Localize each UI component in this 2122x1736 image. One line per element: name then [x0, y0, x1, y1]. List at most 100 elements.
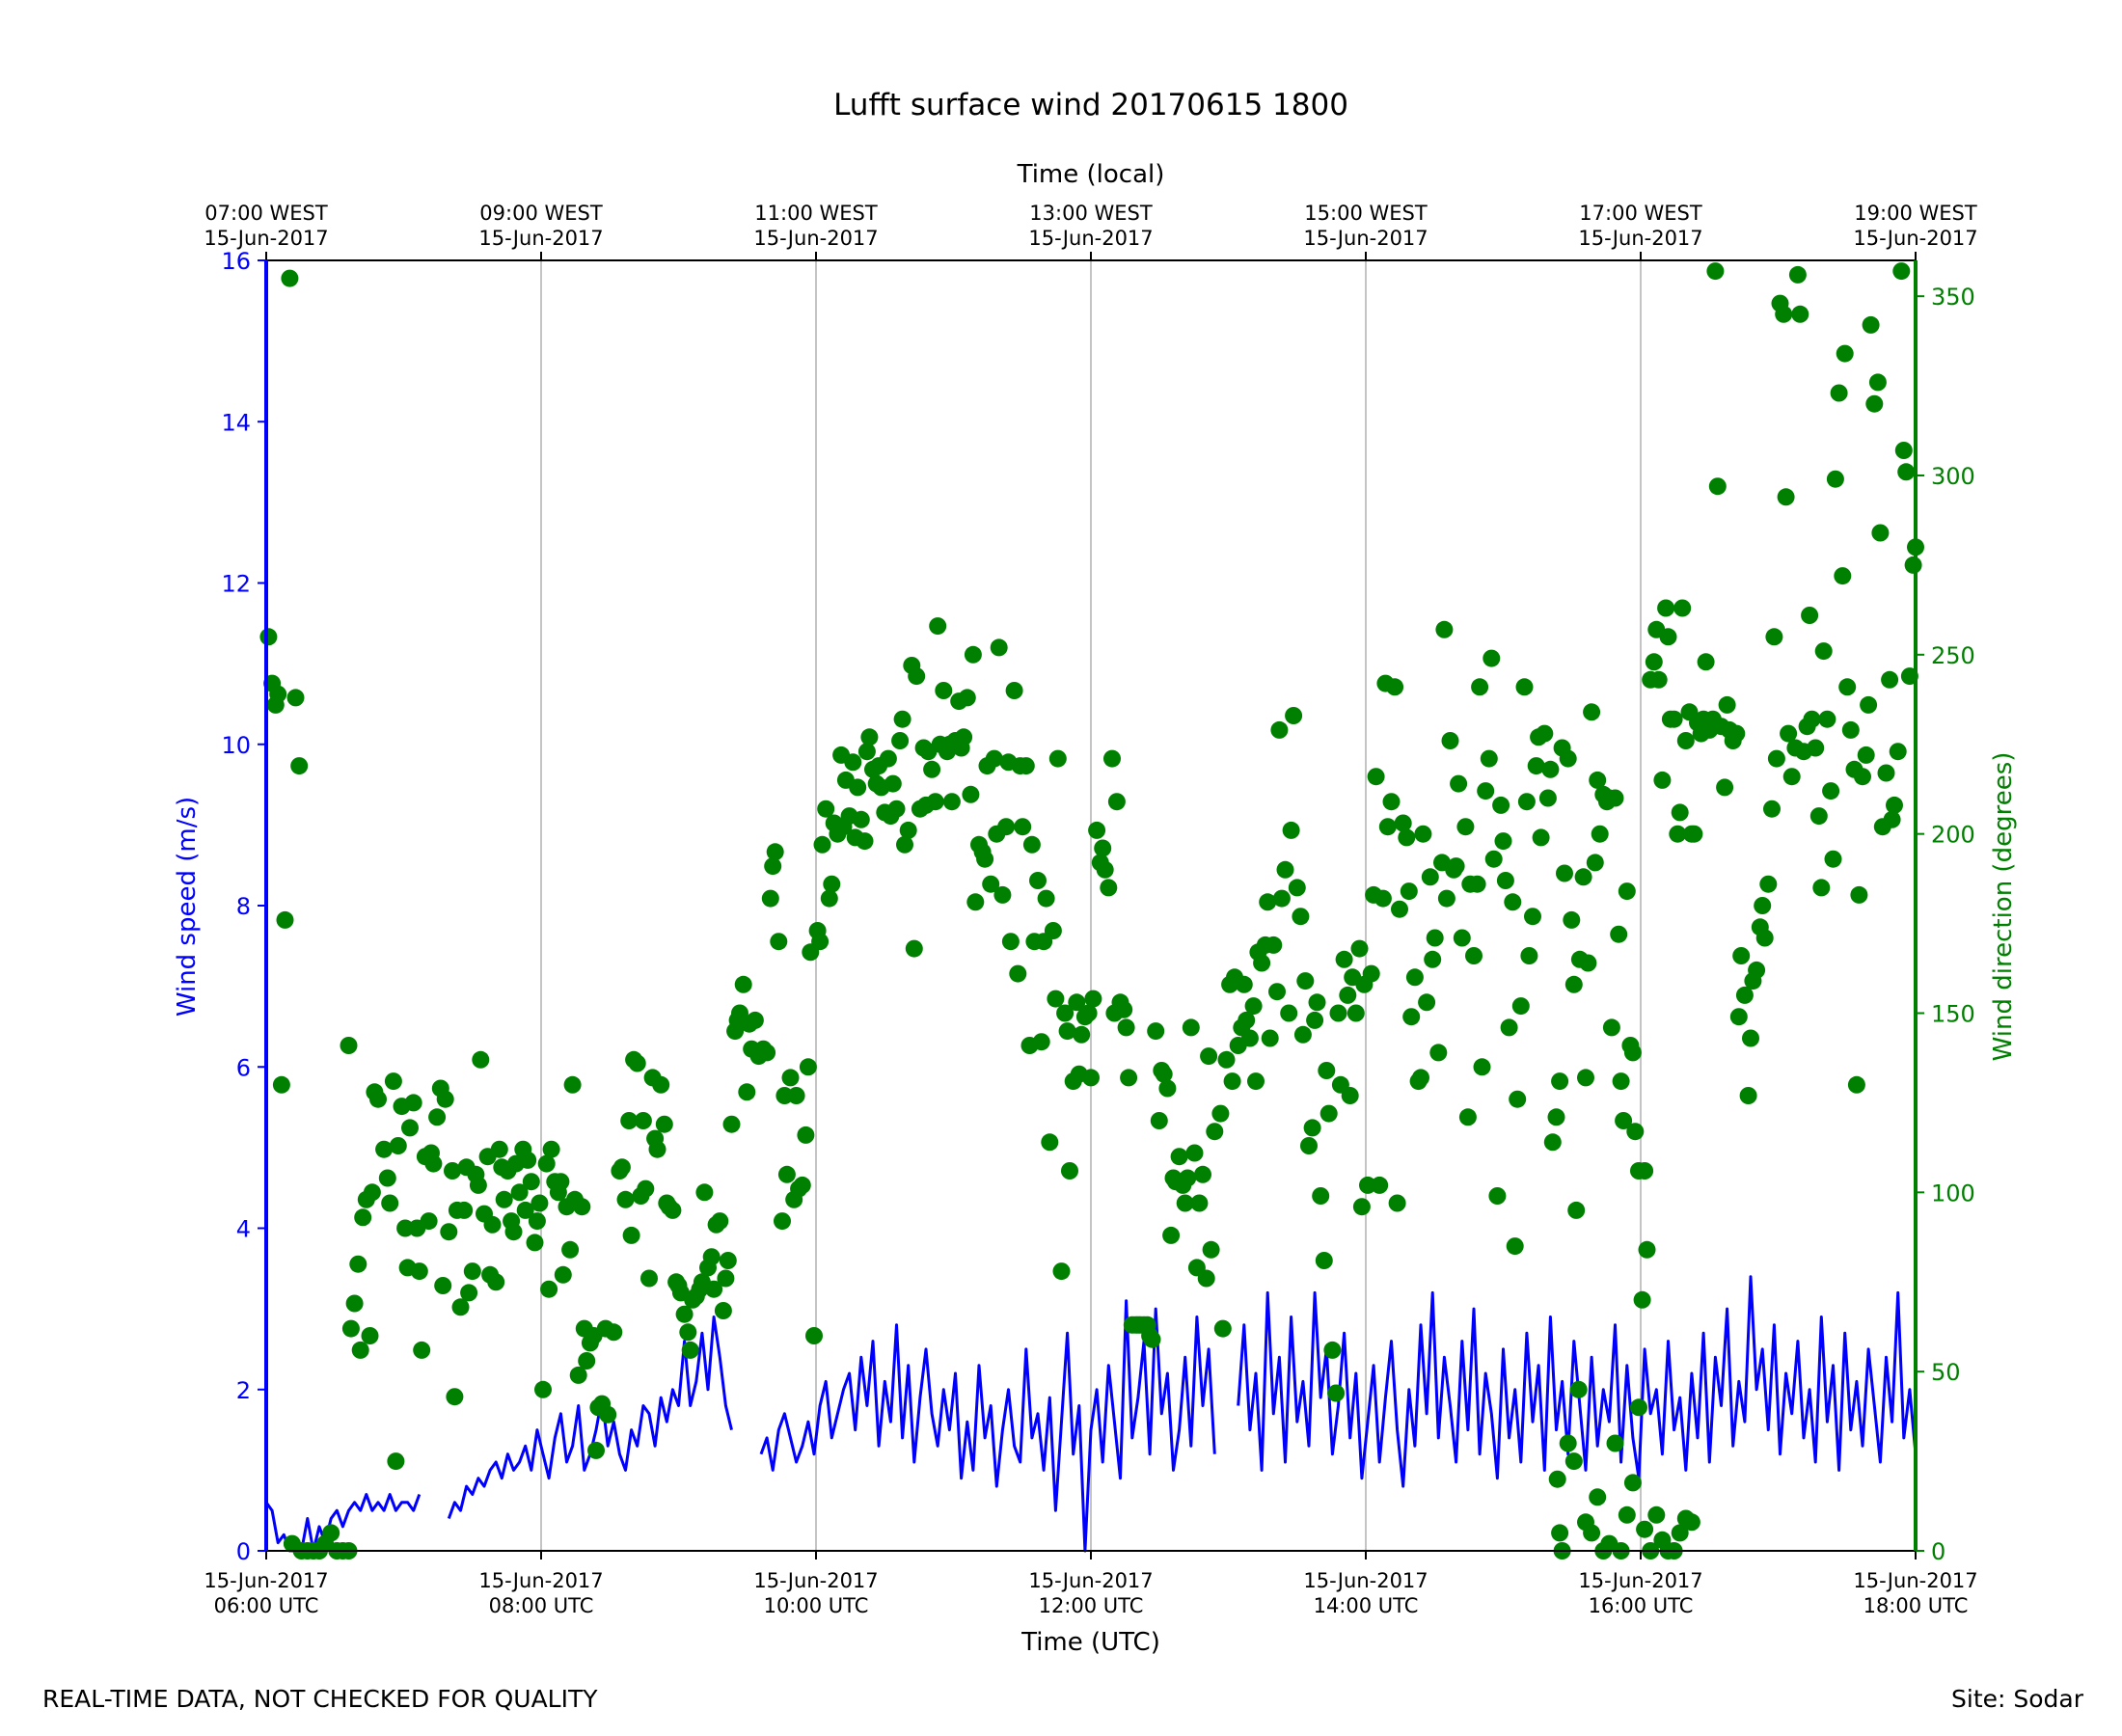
- direction-point: [1645, 653, 1663, 671]
- direction-point: [844, 753, 862, 772]
- y-tick-label-left: 16: [221, 248, 251, 275]
- direction-point: [1748, 961, 1766, 979]
- direction-point: [1429, 1044, 1448, 1062]
- direction-point: [1877, 764, 1895, 782]
- direction-point: [1527, 757, 1545, 775]
- direction-point: [1041, 1133, 1059, 1152]
- footer-site: Site: Sodar: [1951, 1685, 2084, 1713]
- direction-point: [1589, 1488, 1607, 1506]
- y-tick-label-left: 12: [221, 571, 251, 598]
- direction-point: [787, 1087, 805, 1104]
- direction-point: [1014, 818, 1032, 836]
- footer-disclaimer: REAL-TIME DATA, NOT CHECKED FOR QUALITY: [42, 1685, 598, 1713]
- direction-point: [1638, 1240, 1656, 1259]
- direction-point: [1082, 1069, 1100, 1087]
- direction-point: [857, 743, 876, 761]
- direction-point: [1032, 1033, 1050, 1051]
- direction-point: [1068, 993, 1086, 1012]
- direction-point: [1788, 265, 1807, 284]
- direction-point: [1515, 678, 1534, 696]
- direction-point: [1473, 1058, 1491, 1076]
- direction-point: [1323, 1341, 1342, 1359]
- y-axis-label-left: Wind speed (m/s): [173, 797, 202, 1017]
- x-tick-label-top: 15-Jun-2017: [1853, 227, 1977, 250]
- direction-point: [1150, 1112, 1168, 1129]
- x-tick-label-bottom: 15-Jun-2017: [753, 1569, 878, 1592]
- direction-point: [1238, 1011, 1256, 1029]
- y-tick-label-left: 8: [236, 893, 251, 920]
- direction-point: [655, 1115, 673, 1133]
- direction-point: [1235, 975, 1253, 993]
- direction-point: [860, 728, 879, 746]
- direction-point: [1143, 1330, 1161, 1348]
- x-tick-label-bottom: 15-Jun-2017: [1578, 1569, 1702, 1592]
- direction-point: [1841, 720, 1860, 739]
- direction-point: [1883, 810, 1901, 828]
- direction-point: [899, 821, 917, 839]
- direction-point: [616, 1190, 635, 1208]
- direction-point: [1767, 749, 1785, 768]
- direction-point: [554, 1265, 572, 1284]
- direction-point: [1400, 882, 1418, 901]
- direction-point: [381, 1194, 399, 1212]
- y-tick-label-right: 100: [1931, 1180, 1975, 1207]
- direction-point: [522, 1173, 540, 1191]
- direction-point: [540, 1280, 558, 1298]
- direction-point: [1697, 653, 1715, 671]
- direction-point: [634, 1112, 652, 1129]
- direction-point: [1120, 1069, 1138, 1087]
- direction-point: [1551, 1072, 1569, 1091]
- direction-point: [722, 1115, 741, 1133]
- direction-point: [1158, 1079, 1177, 1098]
- direction-point: [964, 645, 982, 664]
- direction-point: [1292, 908, 1310, 926]
- direction-point: [1412, 1069, 1429, 1087]
- direction-point: [1347, 1004, 1365, 1022]
- direction-point: [436, 1090, 454, 1108]
- direction-point: [997, 818, 1016, 836]
- direction-point: [1001, 933, 1020, 951]
- direction-point: [1315, 1252, 1333, 1269]
- direction-point: [1388, 1194, 1406, 1212]
- direction-point: [1398, 828, 1416, 847]
- direction-point: [1676, 732, 1695, 749]
- direction-point: [891, 732, 910, 749]
- direction-point: [504, 1223, 523, 1241]
- direction-point: [1394, 814, 1412, 832]
- direction-point: [483, 1215, 502, 1234]
- direction-point: [361, 1327, 379, 1344]
- direction-point: [1312, 1187, 1330, 1205]
- direction-point: [463, 1262, 481, 1281]
- direction-point: [1718, 695, 1736, 714]
- direction-point: [620, 1112, 639, 1129]
- direction-point: [460, 1284, 478, 1302]
- direction-point: [1288, 879, 1306, 897]
- direction-point: [519, 1151, 537, 1169]
- direction-point: [1517, 793, 1536, 811]
- direction-point: [259, 628, 278, 646]
- x-tick-label-top: 15-Jun-2017: [1303, 227, 1428, 250]
- direction-point: [1897, 463, 1916, 481]
- direction-point: [1623, 1044, 1642, 1062]
- direction-point: [1300, 1137, 1318, 1154]
- direction-point: [955, 728, 973, 746]
- direction-point: [587, 1441, 605, 1459]
- direction-point: [1492, 796, 1510, 814]
- direction-point: [1814, 642, 1833, 661]
- direction-point: [849, 778, 867, 797]
- direction-point: [1480, 749, 1498, 768]
- direction-point: [1367, 768, 1385, 786]
- x-tick-label-bottom: 15-Jun-2017: [1303, 1569, 1428, 1592]
- direction-point: [1117, 1018, 1135, 1037]
- direction-point: [495, 1190, 513, 1208]
- direction-point: [1185, 1144, 1204, 1162]
- direction-point: [1583, 703, 1601, 721]
- direction-point: [1100, 879, 1118, 897]
- x-tick-label-bottom: 06:00 UTC: [214, 1594, 319, 1617]
- direction-point: [1759, 875, 1778, 893]
- x-tick-label-top: 11:00 WEST: [754, 202, 878, 225]
- direction-point: [746, 1011, 764, 1029]
- y-tick-label-left: 0: [236, 1538, 251, 1565]
- direction-point: [401, 1119, 419, 1137]
- direction-point: [1371, 1176, 1389, 1194]
